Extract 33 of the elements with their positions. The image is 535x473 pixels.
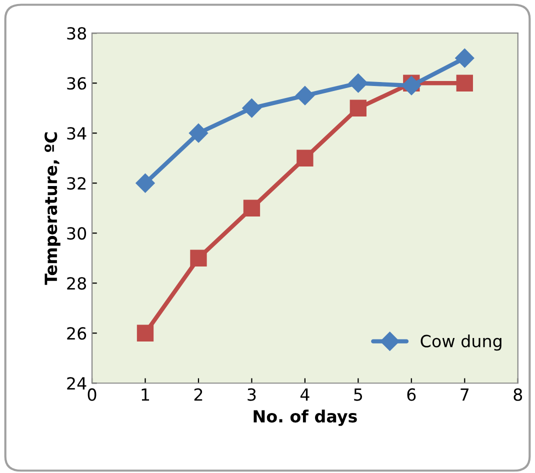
point xyxy=(188,124,208,143)
y-tick-label: 26 xyxy=(67,327,86,340)
point xyxy=(348,74,368,93)
y-tick-label: 32 xyxy=(67,177,86,190)
point xyxy=(456,74,473,92)
x-axis-title: No. of days xyxy=(254,410,357,426)
point xyxy=(295,86,314,106)
point xyxy=(350,100,367,116)
x-tick-label: 0 xyxy=(88,388,96,401)
x-tick-label: 3 xyxy=(248,388,256,401)
point xyxy=(242,98,262,118)
point xyxy=(136,324,154,342)
point xyxy=(402,76,421,96)
point xyxy=(243,200,260,216)
x-tick-label: 2 xyxy=(194,388,202,401)
y-axis-title: Temperature, ºC xyxy=(44,132,60,285)
x-tick-label: 4 xyxy=(300,388,310,401)
y-tick-label: 34 xyxy=(67,127,86,140)
point xyxy=(455,48,474,68)
y-tick-label: 36 xyxy=(67,77,86,90)
x-tick-label: 1 xyxy=(142,388,150,401)
y-tick-label: 38 xyxy=(67,27,86,40)
y-tick-label: 28 xyxy=(67,277,86,290)
point xyxy=(296,150,314,166)
x-tick-label: 7 xyxy=(460,388,469,401)
point xyxy=(136,174,155,193)
point xyxy=(190,250,207,266)
legend-label: Cow dung xyxy=(420,334,502,351)
x-tick-label: 5 xyxy=(354,388,362,401)
x-tick-label: 6 xyxy=(407,388,416,401)
x-tick-label: 8 xyxy=(514,388,522,401)
y-tick-label: 30 xyxy=(67,227,86,240)
y-tick-label: 24 xyxy=(67,377,86,390)
